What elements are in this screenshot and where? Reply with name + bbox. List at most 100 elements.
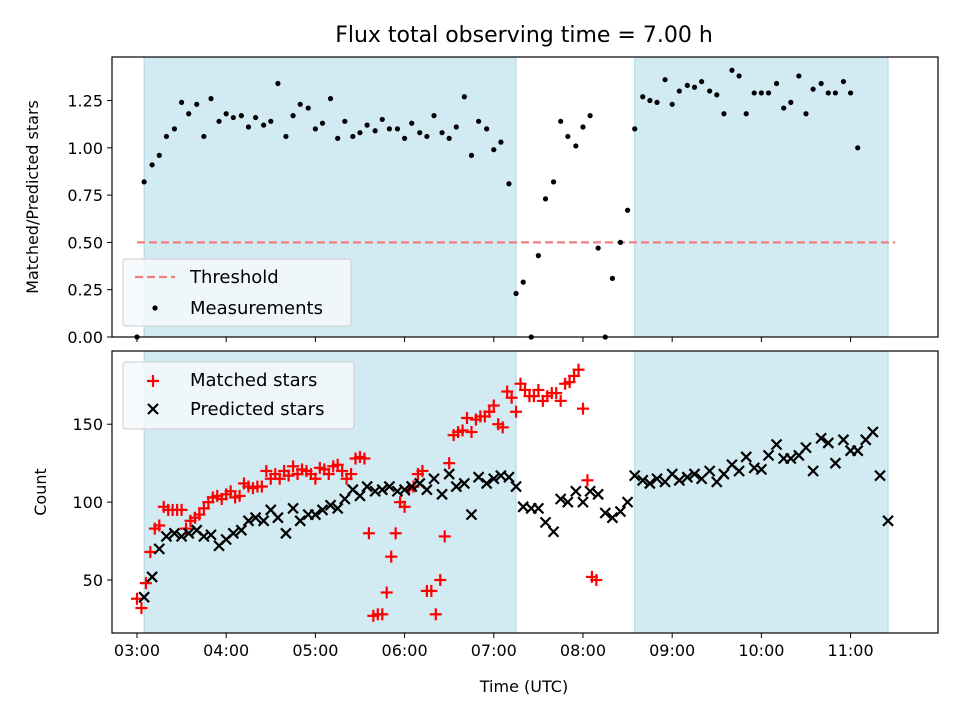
ylabel-bottom: Count [31,468,50,516]
measurement-point [506,181,512,187]
predicted-point [398,483,411,496]
x-tick-label: 04:00 [203,641,249,660]
measurement-point [714,92,720,98]
measurement-point [417,130,423,136]
x-tick-label: 06:00 [382,641,428,660]
measurement-point [186,111,192,117]
matched-point [260,464,273,477]
predicted-point [718,468,730,480]
predicted-point [577,496,589,508]
legend-top: Threshold Measurements [122,258,352,327]
predicted-point [376,483,389,496]
predicted-point [316,504,329,516]
predicted-point [599,507,612,519]
measurement-point [751,90,757,96]
predicted-point [688,468,701,480]
measurement-point [669,101,675,107]
predicted-point [280,527,292,540]
predicted-point [138,591,150,603]
legend-bottom-box [122,361,355,430]
predicted-point [309,508,322,521]
predicted-point [421,483,433,496]
panel-ratio: 0.00 0.25 0.50 0.75 1.00 1.25 Matched/Predict… [23,56,939,347]
measurement-point [283,133,289,140]
measurement-point [208,96,214,102]
measurement-point [424,133,430,140]
measurement-point [624,207,631,213]
predicted-point [882,515,894,527]
measurement-point [357,130,363,136]
matched-point [487,399,500,412]
measurement-point [520,279,526,285]
predicted-point [562,496,574,508]
measurement-point [676,88,682,94]
measurement-point [580,124,586,130]
matched-point [389,527,402,540]
predicted-point [443,468,455,480]
matched-point [568,369,581,382]
measurement-point [796,73,802,79]
predicted-point [287,502,299,515]
matched-point [425,584,438,597]
predicted-point [644,477,656,490]
matched-point [572,363,585,376]
predicted-point [175,530,188,543]
matched-point [233,489,246,502]
predicted-point [570,485,582,497]
measurement-point [781,105,787,111]
predicted-point [733,465,745,477]
measurement-point [647,97,653,104]
measurement-point [550,179,557,185]
predicted-point [606,511,619,524]
measurement-point [773,80,780,87]
measurement-point [840,78,847,85]
matched-point [362,527,375,540]
measurement-point [691,84,698,90]
measurement-point [758,90,764,96]
predicted-point [160,530,173,543]
predicted-point [257,515,270,527]
predicted-point [673,474,686,487]
predicted-point [272,511,284,524]
predicted-point [488,472,500,485]
predicted-point [554,493,567,505]
matched-point [443,457,456,470]
matched-point [429,608,442,621]
matched-point [287,460,300,473]
predicted-point [807,465,819,477]
x-tick-label: 05:00 [292,641,338,660]
predicted-point [480,477,493,490]
panel-count-frame [111,350,939,634]
y-tick-label: 0.25 [67,281,103,300]
predicted-point [636,474,649,487]
matched-point [135,602,148,615]
measurement-point [141,179,147,185]
measurement-point [409,120,415,126]
y-tick-label: 1.25 [67,92,103,111]
measurement-point [178,99,185,106]
y-tick-label: 150 [72,415,103,434]
predicted-point [532,502,545,515]
measurement-point [201,133,207,140]
measurement-point [453,124,459,130]
measurement-point [305,105,311,111]
legend-predicted-swatch [147,403,159,415]
measurement-point [194,101,200,107]
predicted-point [584,485,596,497]
measurement-point [461,94,467,100]
matched-point [434,574,447,587]
matched-point [461,411,474,424]
measurement-point [431,113,437,119]
matched-point [322,468,335,481]
predicted-point [450,480,463,493]
legend-threshold-label: Threshold [189,267,279,288]
measurement-point [513,290,519,297]
measurement-point [401,135,408,141]
predicted-point [837,434,850,446]
x-tick-label: 03:00 [114,641,160,660]
measurement-point [327,96,334,102]
xlabel: Time (UTC) [479,677,568,696]
matched-point [331,458,344,471]
measurement-point [684,82,690,88]
